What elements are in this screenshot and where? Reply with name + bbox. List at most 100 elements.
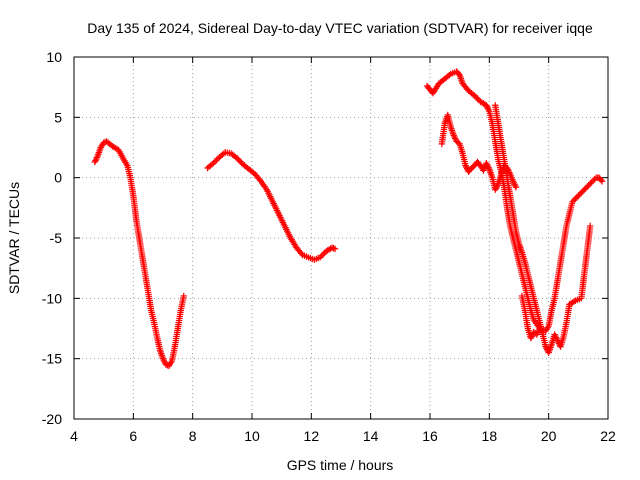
data-point — [330, 245, 337, 252]
data-point — [320, 251, 327, 258]
data-point — [317, 254, 324, 261]
chart-title: Day 135 of 2024, Sidereal Day-to-day VTE… — [87, 20, 593, 36]
data-point — [598, 178, 606, 185]
data-point — [570, 197, 578, 204]
data-point — [328, 244, 336, 251]
data-point — [180, 292, 187, 300]
data-point — [462, 162, 469, 169]
x-axis-label: GPS time / hours — [287, 457, 394, 473]
data-point — [588, 178, 595, 186]
data-point — [318, 252, 325, 259]
data-point — [233, 155, 241, 162]
data-point — [528, 333, 535, 340]
data-point — [474, 95, 481, 102]
data-point — [512, 184, 520, 191]
data-point — [159, 355, 167, 362]
x-tick-label: 16 — [422, 428, 438, 444]
data-point — [527, 334, 535, 342]
data-point — [450, 132, 457, 139]
data-point — [483, 161, 491, 168]
data-point — [535, 328, 542, 335]
data-point — [534, 329, 541, 337]
data-point — [452, 135, 459, 142]
y-axis-label: SDTVAR / TECUs — [6, 182, 22, 294]
x-tick-label: 14 — [363, 428, 379, 444]
tick-labels: 4 6 8 10 12 14 16 18 20 22 10 5 0 -5 -10 -15 -20 — [42, 49, 616, 444]
x-tick-label: 20 — [541, 428, 557, 444]
data-point — [492, 186, 499, 193]
data-point — [483, 102, 490, 109]
data-point — [551, 331, 558, 338]
data-point — [511, 181, 518, 188]
data-point — [472, 93, 480, 101]
data-point — [160, 356, 167, 364]
data-point — [542, 343, 549, 350]
data-point — [210, 159, 217, 167]
x-tick-label: 8 — [189, 428, 197, 444]
data-point — [484, 163, 492, 170]
data-point — [579, 188, 586, 195]
data-point — [485, 164, 492, 171]
data-point — [572, 195, 579, 202]
data-point — [578, 189, 585, 196]
data-point — [570, 298, 578, 305]
data-point — [587, 180, 594, 187]
grid-lines — [74, 57, 608, 419]
y-tick-label: 0 — [54, 170, 62, 186]
data-point — [211, 158, 219, 165]
data-point — [582, 185, 589, 192]
data-point — [93, 154, 101, 161]
data-point — [512, 182, 519, 190]
data-point — [485, 106, 492, 113]
axis-ticks — [73, 56, 609, 420]
data-point — [213, 156, 220, 164]
data-point — [575, 192, 582, 199]
data-point — [93, 155, 100, 163]
data-point — [576, 191, 584, 198]
x-tick-label: 6 — [129, 428, 137, 444]
data-point — [535, 326, 543, 334]
y-tick-label: -15 — [42, 351, 62, 367]
data-point — [589, 177, 597, 184]
data-point — [493, 183, 500, 190]
data-point — [581, 186, 588, 193]
data-point — [235, 156, 242, 164]
data-point — [451, 133, 458, 141]
data-point — [236, 158, 244, 165]
x-tick-label: 12 — [304, 428, 320, 444]
y-tick-label: -20 — [42, 411, 62, 427]
data-point — [552, 334, 560, 341]
data-point — [587, 222, 594, 230]
data-point — [584, 183, 591, 190]
data-point — [446, 71, 453, 79]
data-point — [463, 163, 470, 171]
y-tick-label: -10 — [42, 290, 62, 306]
data-point — [510, 179, 518, 186]
data-points — [91, 68, 606, 370]
x-tick-label: 22 — [600, 428, 616, 444]
data-point — [573, 194, 581, 201]
y-tick-label: 10 — [46, 49, 62, 65]
data-point — [331, 245, 339, 253]
data-point — [569, 198, 576, 205]
data-point — [483, 159, 490, 167]
data-point — [591, 175, 598, 183]
data-point — [536, 325, 543, 332]
data-point — [492, 185, 500, 192]
x-tick-label: 10 — [244, 428, 260, 444]
y-tick-label: 5 — [54, 109, 62, 125]
data-point — [92, 157, 99, 164]
data-point — [161, 358, 168, 365]
data-point — [597, 176, 605, 184]
data-point — [471, 92, 478, 99]
data-point — [220, 150, 228, 157]
data-point — [533, 331, 540, 338]
x-tick-label: 18 — [482, 428, 498, 444]
x-tick-label: 4 — [70, 428, 78, 444]
y-tick-label: -5 — [50, 230, 63, 246]
data-point — [91, 158, 98, 166]
data-point — [494, 182, 501, 189]
data-point — [483, 103, 491, 110]
data-point — [585, 182, 592, 189]
